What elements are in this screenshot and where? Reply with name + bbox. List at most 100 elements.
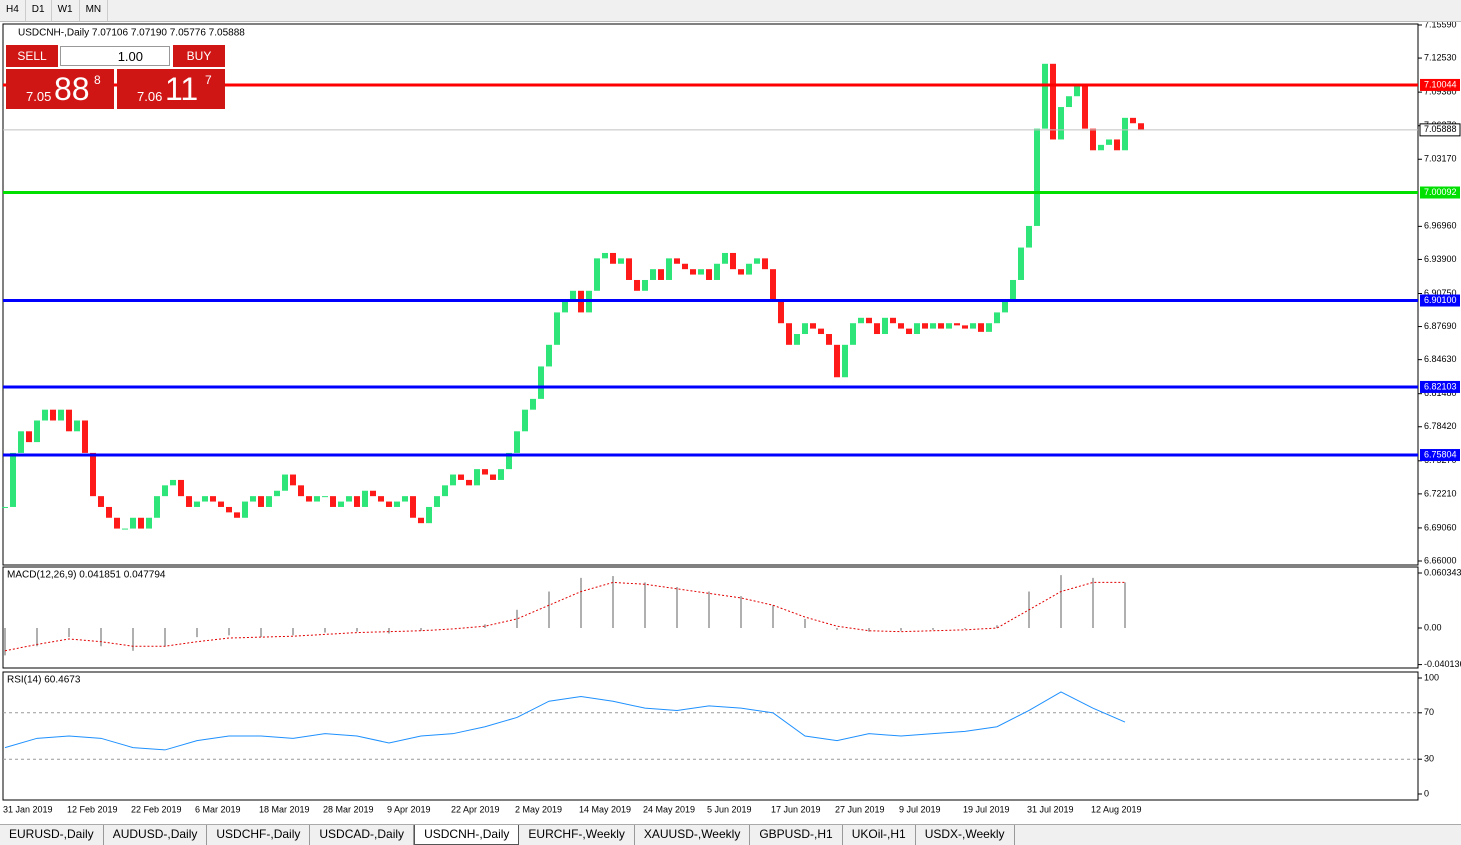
chart-tab[interactable]: USDCHF-,Daily: [207, 825, 311, 845]
rsi-line: [4, 691, 1126, 751]
level-label: 6.90100: [1424, 295, 1457, 305]
candle: [802, 323, 808, 335]
chart-tab[interactable]: GBPUSD-,H1: [750, 825, 843, 845]
candle: [626, 258, 632, 280]
candle: [1138, 123, 1144, 130]
y-tick-label: 7.15590: [1424, 22, 1457, 29]
candle: [794, 334, 800, 345]
candle: [506, 452, 512, 470]
candle: [898, 323, 904, 329]
macd-signal: [4, 581, 1125, 652]
candle: [466, 479, 472, 486]
candle: [730, 252, 736, 270]
x-tick-label: 31 Jul 2019: [1027, 804, 1074, 814]
timeframe-button[interactable]: W1: [52, 0, 80, 21]
indicator-title: RSI(14) 60.4673: [7, 675, 81, 686]
candle: [594, 258, 600, 291]
candle: [514, 431, 520, 453]
candle: [146, 517, 152, 529]
sell-button[interactable]: SELL: [6, 45, 58, 67]
x-tick-label: 28 Mar 2019: [323, 804, 374, 814]
y-tick-label: 6.72210: [1424, 488, 1457, 498]
candle: [242, 501, 248, 518]
candle: [602, 252, 608, 259]
timeframe-button[interactable]: MN: [80, 0, 109, 21]
x-tick-label: 22 Apr 2019: [451, 804, 500, 814]
level-label: 6.75804: [1424, 449, 1457, 459]
x-tick-label: 27 Jun 2019: [835, 804, 885, 814]
timeframe-button[interactable]: D1: [26, 0, 52, 21]
candle: [530, 398, 536, 410]
ask-price[interactable]: 7.06 11 7: [117, 69, 225, 109]
candle: [834, 344, 840, 378]
candle: [970, 323, 976, 329]
bid-price[interactable]: 7.05 88 8: [6, 69, 114, 109]
y-tick-label: 6.78420: [1424, 421, 1457, 431]
toolbar: H4 D1 W1 MN: [0, 0, 1461, 22]
candle: [170, 479, 176, 486]
candle: [82, 420, 88, 453]
candle: [554, 312, 560, 345]
candle: [2, 506, 8, 508]
candle: [282, 474, 288, 491]
candle: [538, 366, 544, 399]
candle: [962, 325, 968, 329]
candle: [1082, 85, 1088, 129]
y-tick-label: 6.93900: [1424, 254, 1457, 264]
candle: [266, 496, 272, 507]
chart-tab[interactable]: UKOil-,H1: [843, 825, 916, 845]
pane-frame: [2, 566, 1419, 669]
candle: [850, 323, 856, 345]
candle: [1026, 225, 1032, 248]
pane-frame: [2, 671, 1419, 801]
candle: [154, 496, 160, 518]
candle: [810, 323, 816, 329]
candle: [890, 317, 896, 324]
chart-tab[interactable]: XAUUSD-,Weekly: [635, 825, 751, 845]
candle: [994, 312, 1000, 324]
candle: [370, 490, 376, 497]
candle: [162, 485, 168, 497]
chart-tab[interactable]: EURCHF-,Weekly: [519, 825, 635, 845]
candle: [906, 328, 912, 335]
candle: [458, 474, 464, 480]
candle: [930, 323, 936, 329]
chart-tab[interactable]: USDCAD-,Daily: [310, 825, 415, 845]
y-tick-label: 0.00: [1424, 622, 1442, 632]
buy-button[interactable]: BUY: [173, 45, 225, 67]
candle: [218, 501, 224, 507]
candle: [1114, 139, 1120, 151]
candle: [26, 431, 32, 443]
candle: [714, 263, 720, 280]
y-tick-label: 6.81480: [1424, 388, 1457, 398]
y-tick-label: 100: [1424, 672, 1439, 682]
candle: [1106, 139, 1112, 145]
candle: [722, 252, 728, 264]
chart-tab[interactable]: USDCNH-,Daily: [414, 825, 520, 845]
bid-big: 7.05: [26, 89, 52, 104]
candle: [618, 258, 624, 264]
candle: [1090, 128, 1096, 151]
candle: [650, 269, 656, 280]
candle: [410, 496, 416, 518]
candle: [1130, 117, 1136, 124]
x-tick-label: 14 May 2019: [579, 804, 631, 814]
candle: [386, 501, 392, 507]
candle: [1122, 117, 1128, 151]
chart: USDCNH-,Daily 7.07106 7.07190 7.05776 7.…: [2, 22, 1461, 814]
lot-input[interactable]: 1.00: [60, 46, 170, 66]
chart-tab[interactable]: EURUSD-,Daily: [0, 825, 104, 845]
bid-main: 88: [54, 71, 90, 107]
candle: [642, 279, 648, 291]
chart-tab[interactable]: USDX-,Weekly: [916, 825, 1015, 845]
chart-tab[interactable]: AUDUSD-,Daily: [104, 825, 208, 845]
candle: [450, 474, 456, 486]
candle: [290, 474, 296, 486]
y-tick-label: 6.69060: [1424, 522, 1457, 532]
candle: [378, 496, 384, 502]
candle: [682, 263, 688, 270]
candle: [250, 496, 256, 502]
candle: [938, 323, 944, 329]
candle: [1098, 144, 1104, 151]
timeframe-button[interactable]: H4: [0, 0, 26, 21]
